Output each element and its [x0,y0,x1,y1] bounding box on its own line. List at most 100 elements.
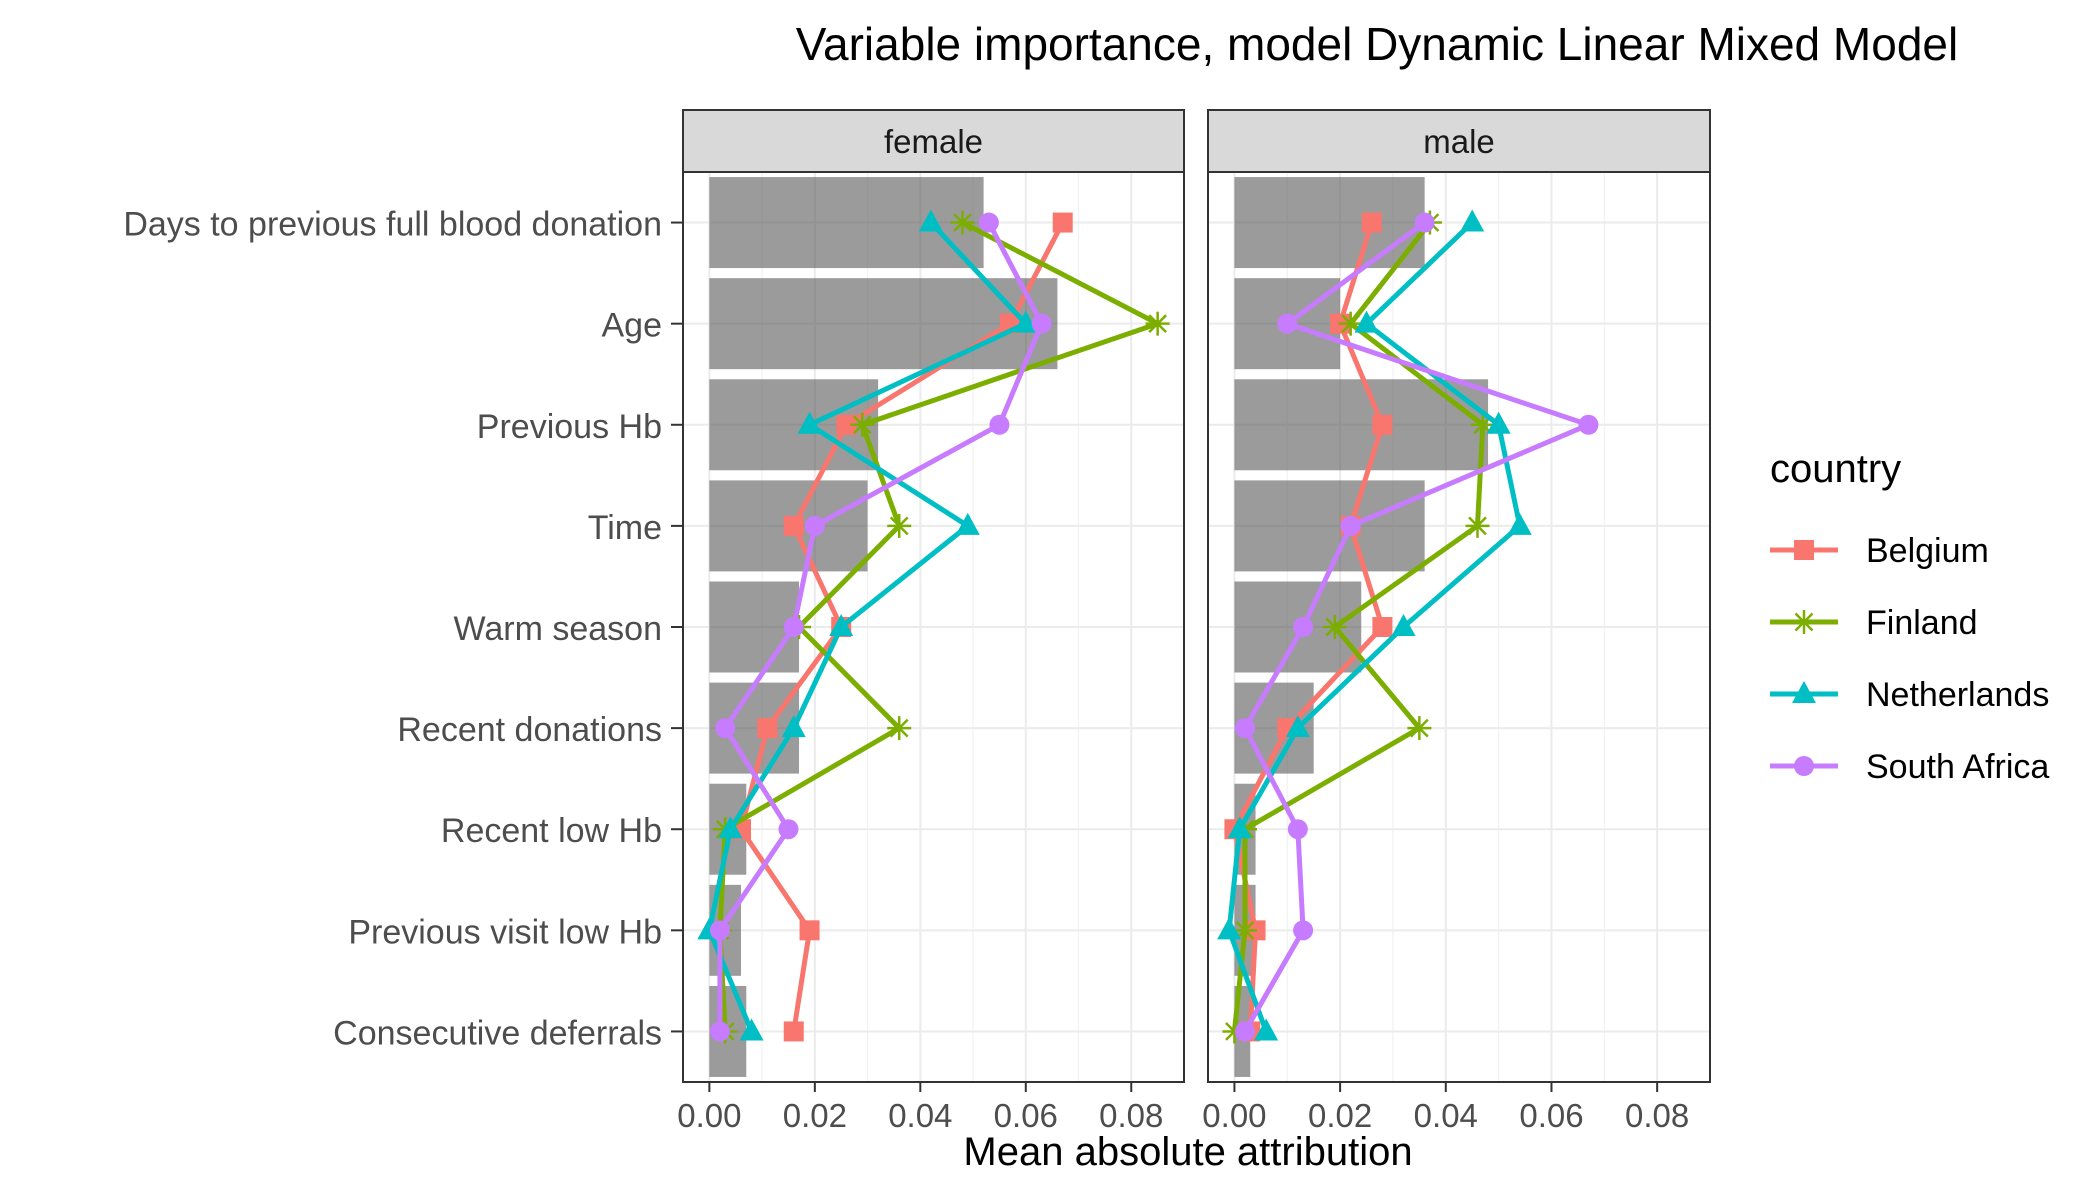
point-netherlands-days-to-previous-full-blood-donation [918,209,943,232]
y-label-recent-donations: Recent donations [397,711,662,749]
legend-title: country [1770,447,1901,491]
legend-item-finland: Finland [1770,604,1978,642]
legend-key-asterisk-icon [1792,610,1816,634]
x-tick-label: 0.08 [1099,1097,1163,1134]
y-label-time: Time [588,509,662,547]
point-finland-previous-visit-low-hb [1232,918,1257,943]
series-female-south-africa [709,212,1052,1042]
point-belgium-time [783,515,804,536]
point-belgium-previous-hb [1372,414,1393,435]
point-south-africa-consecutive-deferrals [1234,1021,1255,1042]
y-label-age: Age [602,307,663,345]
series-male-south-africa [1234,212,1599,1042]
y-axis-labels: Days to previous full blood donation Age P… [123,206,683,1052]
point-netherlands-age [1354,310,1379,333]
point-netherlands-consecutive-deferrals [739,1018,764,1041]
point-south-africa-recent-donations [1234,718,1255,739]
y-label-warm-season: Warm season [454,610,662,648]
point-finland-age [1338,311,1363,336]
point-netherlands-warm-season [1391,614,1416,636]
y-label-days-to-previous-full-blood-donation: Days to previous full blood donation [123,206,662,244]
point-south-africa-time [804,515,825,536]
x-axis-title: Mean absolute attribution [963,1130,1412,1174]
panel-border [1207,171,1711,1083]
series-female-netherlands [697,209,1038,1041]
point-belgium-recent-donations [757,718,778,739]
strip-label-male: male [1423,123,1495,160]
legend-label: South Africa [1866,748,2049,786]
point-netherlands-days-to-previous-full-blood-donation [1460,209,1485,232]
point-south-africa-previous-visit-low-hb [1293,920,1314,941]
x-tick-label: 0.00 [1202,1097,1266,1134]
point-netherlands-previous-hb [797,411,822,434]
point-south-africa-previous-hb [989,414,1010,435]
point-netherlands-previous-hb [1486,411,1511,434]
point-belgium-warm-season [1372,617,1393,637]
series-male-netherlands [1217,209,1532,1041]
strip-label-female: female [884,123,983,160]
point-south-africa-warm-season [783,617,804,637]
panel-male: male 0.00 0.02 0.04 0.06 0.08 [1202,109,1711,1134]
point-netherlands-time [1507,512,1532,535]
legend-key-square-icon [1794,540,1814,560]
point-south-africa-recent-donations [715,718,736,739]
x-tick-label: 0.00 [677,1097,741,1134]
point-netherlands-age [1013,310,1038,333]
point-south-africa-consecutive-deferrals [709,1021,730,1042]
point-netherlands-recent-donations [781,715,806,738]
x-tick-label: 0.06 [1519,1097,1583,1134]
point-finland-previous-hb [850,412,875,437]
point-finland-warm-season [1322,615,1347,639]
chart-title: Variable importance, model Dynamic Linea… [796,18,1958,70]
point-south-africa-recent-low-hb [778,819,799,840]
y-label-recent-low-hb: Recent low Hb [441,812,662,850]
point-finland-recent-donations [887,716,912,741]
strip-female [682,109,1185,173]
y-label-previous-hb: Previous Hb [477,408,662,446]
legend: country Belgium Finland Netherlands South A… [1770,447,2049,786]
point-belgium-days-to-previous-full-blood-donation [1361,212,1382,233]
panel-border [682,171,1185,1083]
legend-key-triangle-icon [1792,681,1816,703]
point-netherlands-warm-season [829,614,854,636]
y-label-previous-visit-low-hb: Previous visit low Hb [348,913,662,951]
panel-female: female 0.00 0.02 0.04 0.06 0.08 [677,109,1185,1134]
bar-male-time [1234,480,1425,572]
legend-item-belgium: Belgium [1770,532,1989,570]
point-south-africa-recent-low-hb [1287,819,1308,840]
point-netherlands-recent-donations [1285,715,1310,738]
point-netherlands-recent-low-hb [1227,816,1252,839]
point-belgium-consecutive-deferrals [783,1021,804,1042]
point-finland-recent-donations [1407,716,1432,741]
x-tick-label: 0.04 [888,1097,952,1134]
legend-label: Netherlands [1866,676,2049,714]
panels: female 0.00 0.02 0.04 0.06 0.08 male 0.00 0.02 0.… [677,109,1711,1134]
point-south-africa-days-to-previous-full-blood-donation [1414,212,1435,233]
point-finland-days-to-previous-full-blood-donation [950,210,975,235]
point-netherlands-previous-visit-low-hb [1217,917,1242,940]
point-belgium-previous-visit-low-hb [799,920,820,941]
x-tick-label: 0.04 [1414,1097,1478,1134]
legend-label: Finland [1866,604,1978,642]
x-tick-label: 0.06 [994,1097,1058,1134]
point-south-africa-warm-season [1293,617,1314,637]
point-south-africa-previous-hb [1578,414,1599,435]
x-tick-label: 0.02 [1308,1097,1372,1134]
x-tick-label: 0.08 [1625,1097,1689,1134]
point-finland-age [1145,311,1170,336]
legend-key-circle-icon [1794,756,1814,776]
point-netherlands-time [955,512,980,535]
point-south-africa-age [1277,313,1298,334]
point-belgium-previous-hb [836,414,857,435]
point-netherlands-consecutive-deferrals [1254,1018,1279,1041]
bar-male-previous-hb [1234,379,1489,471]
point-finland-previous-hb [1470,412,1495,437]
point-south-africa-previous-visit-low-hb [709,920,730,941]
y-label-consecutive-deferrals: Consecutive deferrals [333,1014,662,1052]
point-south-africa-days-to-previous-full-blood-donation [978,212,999,233]
legend-item-netherlands: Netherlands [1770,676,2049,714]
point-belgium-days-to-previous-full-blood-donation [1052,212,1073,233]
point-south-africa-age [1031,313,1052,334]
point-finland-time [887,513,912,538]
